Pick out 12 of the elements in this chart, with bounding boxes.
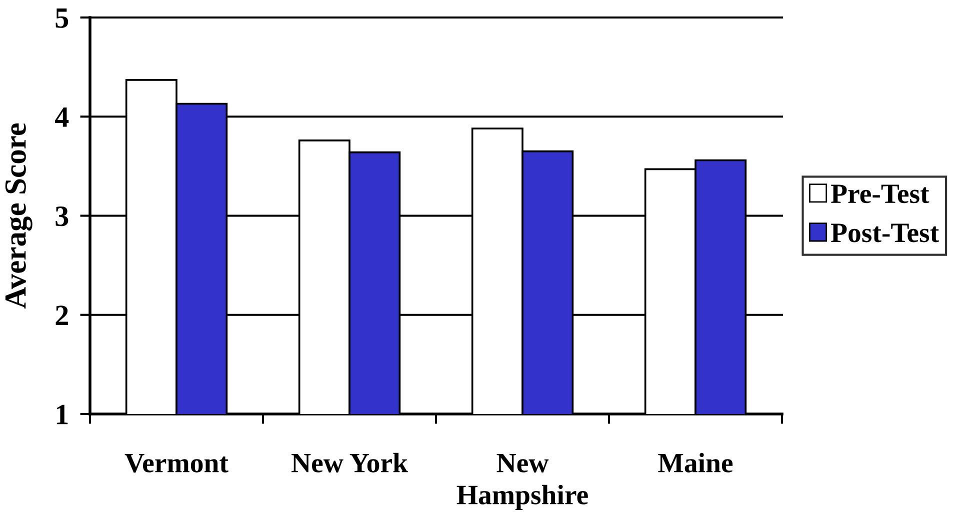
x-tick-label: New York (292, 452, 408, 472)
y-tick-label: 1 (56, 404, 68, 424)
x-tick-label: Vermont (124, 454, 228, 473)
legend-label: Pre-Test (831, 184, 930, 204)
x-tick-label: Maine (658, 452, 733, 472)
y-tick-label: 3 (56, 206, 68, 226)
x-tick-label: New Hampshire (456, 454, 588, 510)
y-tick-label: 5 (56, 8, 68, 28)
legend-label: Post-Test (831, 224, 939, 242)
y-axis-title: Average Score (5, 123, 32, 309)
y-tick-label: 2 (56, 306, 68, 325)
y-tick-label: 4 (54, 108, 69, 127)
